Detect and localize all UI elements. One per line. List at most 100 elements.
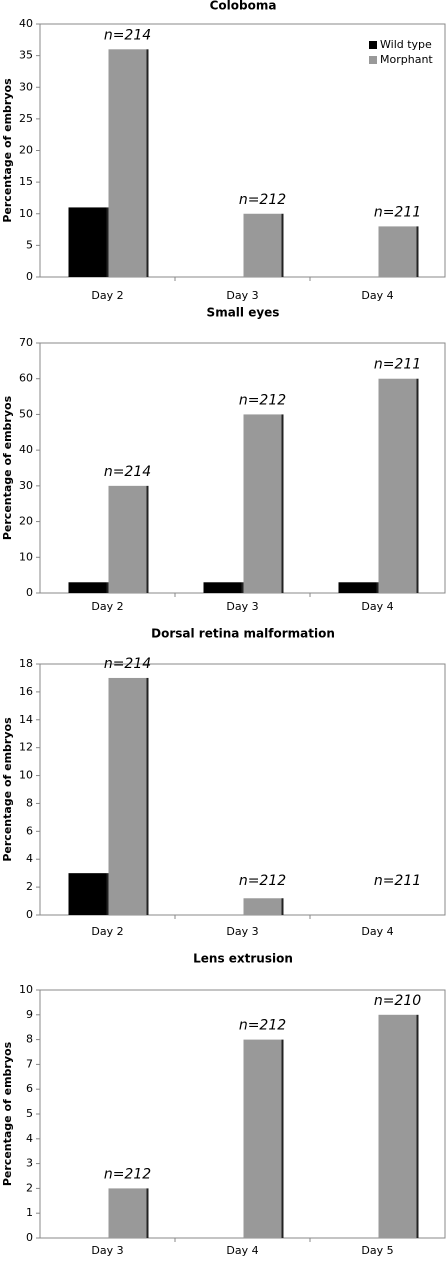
annotation: n=212 — [239, 873, 286, 889]
annotation: n=211 — [374, 204, 421, 220]
bar-shadow — [146, 49, 149, 277]
bar — [243, 414, 282, 593]
y-tick-label: 40 — [19, 17, 33, 30]
y-tick-label: 6 — [26, 824, 33, 837]
y-tick-label: 12 — [19, 741, 33, 754]
chart-title: Coloboma — [210, 0, 277, 13]
bar — [203, 582, 242, 593]
bar — [108, 677, 147, 915]
y-tick-label: 6 — [26, 1082, 33, 1095]
bar — [68, 873, 107, 915]
bar-shadow — [146, 485, 149, 593]
y-tick-label: 0 — [26, 586, 33, 599]
bar — [243, 898, 282, 915]
bar — [108, 49, 147, 277]
y-tick-label: 16 — [19, 685, 33, 698]
legend-swatch — [369, 41, 377, 49]
y-tick-label: 35 — [19, 49, 33, 62]
y-tick-label: 15 — [19, 175, 33, 188]
annotation: n=212 — [239, 1018, 286, 1034]
plot-area — [39, 663, 446, 916]
y-tick-label: 8 — [26, 796, 33, 809]
y-tick-label: 18 — [19, 657, 33, 670]
bar-shadow — [146, 677, 149, 915]
y-tick-label: 20 — [19, 144, 33, 157]
bar-shadow — [416, 1014, 419, 1238]
y-tick-label: 5 — [26, 238, 33, 251]
x-tick-label: Day 4 — [361, 289, 393, 302]
bar — [378, 226, 417, 277]
y-tick-label: 10 — [19, 983, 33, 996]
bar-shadow — [281, 1039, 284, 1238]
annotation: n=212 — [239, 392, 286, 408]
y-tick-label: 0 — [26, 270, 33, 283]
y-tick-label: 7 — [26, 1057, 33, 1070]
y-tick-label: 8 — [26, 1033, 33, 1046]
bar-shadow — [416, 226, 419, 277]
y-tick-label: 30 — [19, 479, 33, 492]
legend-label: Morphant — [380, 53, 433, 66]
x-tick-label: Day 4 — [361, 925, 393, 938]
bar — [108, 1188, 147, 1238]
y-axis-label: Percentage of embryos — [1, 78, 14, 223]
x-tick-label: Day 2 — [91, 600, 123, 613]
y-tick-label: 10 — [19, 550, 33, 563]
x-tick-label: Day 4 — [361, 600, 393, 613]
y-tick-label: 70 — [19, 336, 33, 349]
bar — [378, 378, 417, 593]
y-tick-label: 40 — [19, 443, 33, 456]
bar-shadow — [416, 378, 419, 593]
y-tick-label: 25 — [19, 112, 33, 125]
y-axis-label: Percentage of embryos — [1, 1041, 14, 1186]
bar — [243, 213, 282, 277]
y-axis-label: Percentage of embryos — [1, 717, 14, 862]
annotation: n=212 — [239, 192, 286, 208]
y-tick-label: 2 — [26, 880, 33, 893]
y-tick-label: 9 — [26, 1008, 33, 1021]
y-tick-label: 4 — [26, 852, 33, 865]
x-tick-label: Day 5 — [361, 1244, 393, 1257]
x-tick-label: Day 3 — [226, 600, 258, 613]
y-tick-label: 0 — [26, 1231, 33, 1244]
y-tick-label: 60 — [19, 372, 33, 385]
y-tick-label: 14 — [19, 713, 33, 726]
legend-label: Wild type — [380, 38, 432, 51]
annotation: n=210 — [374, 993, 421, 1009]
annotation: n=214 — [104, 464, 151, 480]
y-tick-label: 2 — [26, 1181, 33, 1194]
y-axis-label: Percentage of embryos — [1, 395, 14, 540]
x-tick-label: Day 3 — [91, 1244, 123, 1257]
y-tick-label: 4 — [26, 1132, 33, 1145]
y-tick-label: 50 — [19, 407, 33, 420]
bar-shadow — [106, 873, 109, 915]
y-tick-label: 1 — [26, 1206, 33, 1219]
legend-swatch — [369, 56, 377, 64]
annotation: n=214 — [104, 27, 151, 43]
bar-shadow — [146, 1188, 149, 1238]
bar-shadow — [106, 207, 109, 277]
x-tick-label: Day 3 — [226, 289, 258, 302]
y-tick-label: 30 — [19, 80, 33, 93]
bar — [108, 485, 147, 593]
bar — [68, 207, 107, 277]
y-tick-label: 10 — [19, 207, 33, 220]
x-tick-label: Day 3 — [226, 925, 258, 938]
bar-shadow — [376, 582, 379, 593]
bar — [338, 582, 377, 593]
bar-shadow — [281, 898, 284, 915]
y-tick-label: 20 — [19, 515, 33, 528]
bar-shadow — [241, 582, 244, 593]
y-tick-label: 0 — [26, 908, 33, 921]
x-tick-label: Day 2 — [91, 925, 123, 938]
annotation: n=211 — [374, 873, 421, 889]
bar-shadow — [106, 582, 109, 593]
chart-title: Lens extrusion — [193, 952, 293, 966]
chart-title: Dorsal retina malformation — [151, 627, 335, 641]
y-tick-label: 10 — [19, 769, 33, 782]
chart-title: Small eyes — [207, 306, 280, 320]
y-tick-label: 5 — [26, 1107, 33, 1120]
annotation: n=211 — [374, 357, 421, 373]
bar-shadow — [281, 414, 284, 593]
